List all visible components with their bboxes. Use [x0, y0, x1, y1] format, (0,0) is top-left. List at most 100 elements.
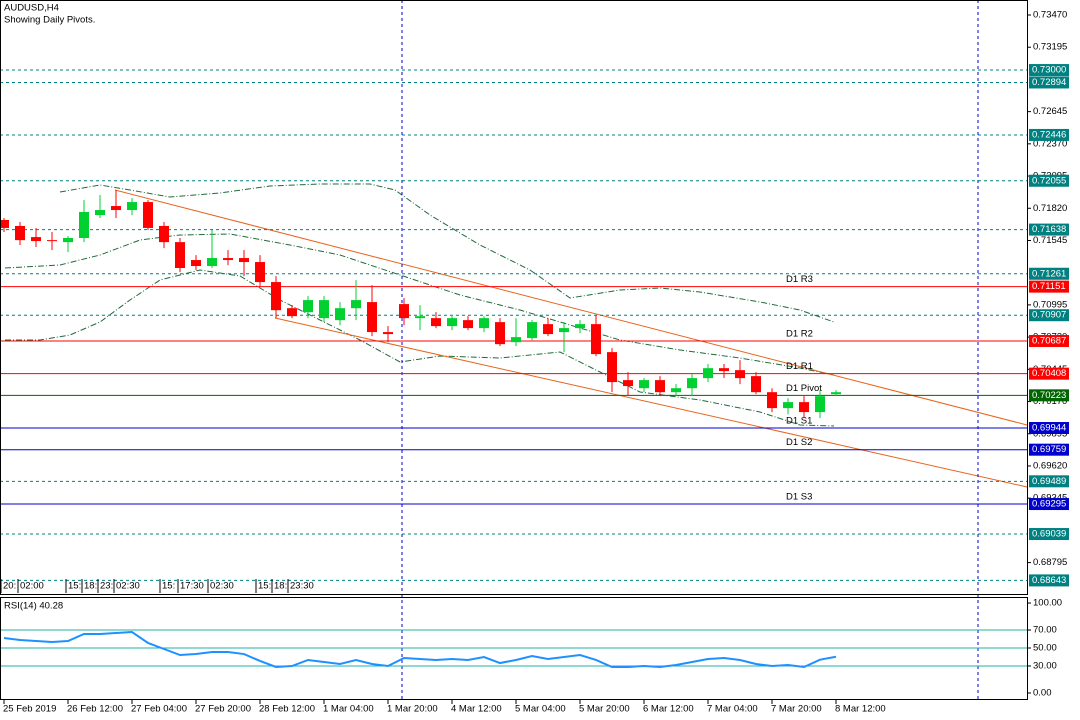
pivot-box [1029, 389, 1069, 402]
candle-body [383, 332, 393, 335]
band-lower [5, 269, 835, 427]
candle-body [351, 300, 361, 309]
y-tick-label: 0.68795 [1033, 557, 1067, 568]
pivot-box [1029, 443, 1069, 456]
pivot-label: 0.71151 [1032, 281, 1066, 292]
candle-body [751, 376, 761, 393]
time-marker: 15: [68, 581, 81, 592]
candle-body [479, 318, 489, 329]
candle-body [159, 225, 169, 243]
y-tick-label: 0.70995 [1033, 299, 1067, 310]
candle-body [607, 352, 617, 383]
candle-body [671, 388, 681, 393]
x-tick-label: 6 Mar 12:00 [643, 704, 694, 715]
candle-body [463, 320, 473, 329]
y-tick-label: 70.00 [1033, 625, 1057, 636]
pivot-name: D1 S3 [786, 492, 812, 503]
pivot-name: D1 S1 [786, 416, 812, 427]
candle-body [31, 237, 41, 242]
pivot-name: D1 R3 [786, 274, 813, 285]
level-box [1029, 309, 1069, 322]
time-marker: 23:30 [290, 581, 314, 592]
candle-body [431, 318, 441, 327]
level-label: 0.71261 [1032, 268, 1066, 279]
candle-body [399, 304, 409, 319]
x-tick-label: 7 Mar 04:00 [707, 704, 758, 715]
y-tick-label: 100.00 [1033, 598, 1062, 609]
candle-body [815, 396, 825, 413]
band-middle [4, 233, 835, 376]
candle-body [319, 300, 329, 319]
candle-body [271, 282, 281, 311]
candle-body [735, 370, 745, 379]
x-tick-label: 5 Mar 20:00 [579, 704, 630, 715]
pivot-name: D1 R2 [786, 329, 813, 340]
level-box [1029, 475, 1069, 488]
candle-body [127, 202, 137, 211]
pivot-label: 0.69295 [1032, 499, 1066, 510]
x-tick-label: 8 Mar 12:00 [835, 704, 886, 715]
y-tick-label: 50.00 [1033, 643, 1057, 654]
y-tick-label: 30.00 [1033, 661, 1057, 672]
candle-body [687, 378, 697, 389]
pivot-name: D1 R1 [786, 361, 813, 372]
time-marker: 15: [162, 581, 175, 592]
candle-body [303, 300, 313, 313]
candle-body [223, 258, 233, 261]
candle-body [367, 302, 377, 333]
candle-body [191, 260, 201, 267]
candle-body [143, 202, 153, 228]
candle-body [591, 324, 601, 355]
channel-lower [274, 317, 1028, 488]
candle-body [527, 322, 537, 339]
pivot-label: 0.70408 [1032, 368, 1066, 379]
candle-body [63, 238, 73, 243]
time-marker: 18: [274, 581, 287, 592]
candle-body [287, 308, 297, 317]
level-label: 0.69039 [1032, 529, 1066, 540]
x-tick-label: 7 Mar 20:00 [771, 704, 822, 715]
candle-body [15, 225, 25, 241]
time-marker: 17:30 [180, 581, 204, 592]
time-marker: 20: [3, 581, 16, 592]
chart-title: AUDUSD,H4 [4, 3, 59, 14]
candle-body [799, 402, 809, 413]
candle-body [543, 324, 553, 335]
main-frame [0, 0, 1028, 595]
candle-body [255, 262, 265, 283]
time-marker: 18: [84, 581, 97, 592]
level-box [1029, 574, 1069, 587]
candle-body [239, 258, 249, 263]
candle-body [767, 392, 777, 409]
candle-body [47, 240, 57, 242]
level-box [1029, 76, 1069, 89]
x-tick-label: 28 Feb 12:00 [259, 704, 315, 715]
y-tick-label: 0.73195 [1033, 42, 1067, 53]
candle-body [415, 316, 425, 319]
candle-body [335, 308, 345, 321]
level-label: 0.71638 [1032, 224, 1066, 235]
level-box [1029, 528, 1069, 541]
pivot-box [1029, 367, 1069, 380]
y-tick-label: 0.71820 [1033, 203, 1067, 214]
candle-body [639, 380, 649, 389]
candle-body [495, 322, 505, 345]
pivot-label: 0.70687 [1032, 336, 1066, 347]
pivot-box [1029, 280, 1069, 293]
pivot-box [1029, 422, 1069, 435]
time-marker: 02:00 [20, 581, 44, 592]
x-tick-label: 25 Feb 2019 [3, 704, 56, 715]
candle-body [831, 392, 841, 395]
pivot-name: D1 S2 [786, 437, 812, 448]
rsi-frame [0, 597, 1028, 700]
time-marker: 23: [100, 581, 113, 592]
y-tick-label: 0.69620 [1033, 460, 1067, 471]
pivot-box [1029, 334, 1069, 347]
time-marker: 15: [258, 581, 271, 592]
x-tick-label: 27 Feb 04:00 [131, 704, 187, 715]
candle-body [655, 380, 665, 393]
candle-body [559, 328, 569, 333]
